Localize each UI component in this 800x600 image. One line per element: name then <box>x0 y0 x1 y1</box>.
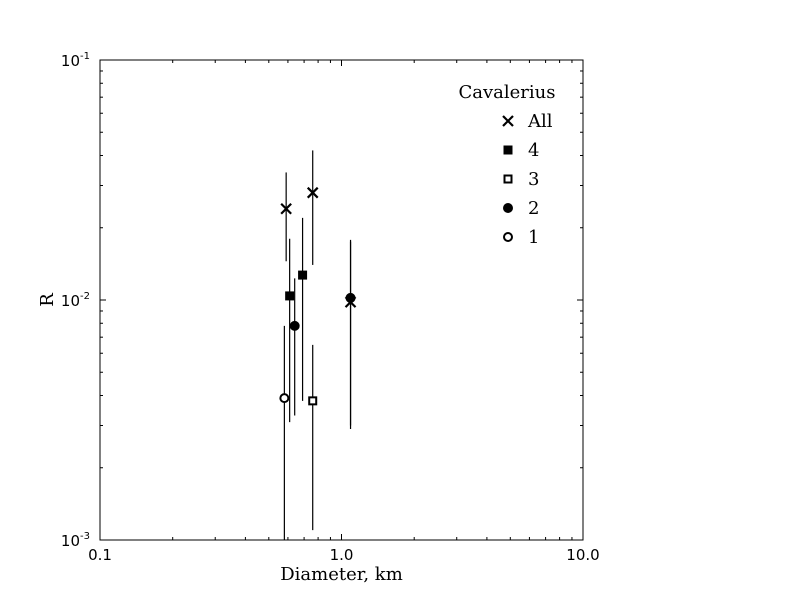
data-point <box>280 202 292 215</box>
legend-label: 4 <box>528 140 539 161</box>
marker-stroke <box>306 186 319 199</box>
legend-marker <box>503 203 513 213</box>
legend-title: Cavalerius <box>458 82 555 103</box>
legend-marker <box>503 174 513 184</box>
x-axis-label: Diameter, km <box>280 564 403 585</box>
data-point <box>279 393 290 404</box>
legend-label: 2 <box>528 198 539 219</box>
data-point <box>308 396 318 406</box>
y-tick-label: 10-3 <box>61 531 90 550</box>
marker-stroke <box>502 115 514 127</box>
y-tick-label: 10-2 <box>61 291 90 310</box>
data-point <box>345 292 356 303</box>
legend-marker <box>502 115 514 127</box>
y-tick-label: 10-1 <box>61 51 90 70</box>
data-point <box>285 291 295 301</box>
x-tick-label: 1.0 <box>330 546 354 564</box>
marker-stroke <box>280 202 292 215</box>
x-tick-label: 10.0 <box>566 546 599 564</box>
y-axis-label: R <box>37 293 58 307</box>
data-point <box>306 186 319 199</box>
data-point <box>289 320 300 331</box>
legend-label: All <box>527 111 553 132</box>
legend: Cavalerius All 4 3 2 1 <box>458 82 555 248</box>
x-tick-label: 0.1 <box>88 546 112 564</box>
data-point <box>298 270 308 280</box>
legend-marker <box>503 145 513 155</box>
legend-label: 3 <box>528 169 539 190</box>
legend-label: 1 <box>528 227 539 248</box>
plot-frame <box>99 59 584 541</box>
legend-marker <box>503 232 513 242</box>
